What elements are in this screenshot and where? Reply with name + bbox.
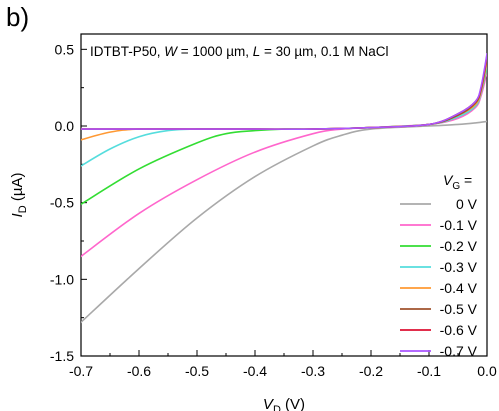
x-tick-label: -0.7 xyxy=(69,363,93,379)
x-axis-ticks: -0.7 -0.6 -0.5 -0.4 -0.3 -0.2 -0.1 0.0 xyxy=(69,350,497,379)
title-device: IDTBT-P50, xyxy=(90,44,164,59)
y-axis-label: ID (µA) xyxy=(9,173,29,218)
title-l-symbol: L xyxy=(253,44,261,59)
series-line-4 xyxy=(81,60,487,141)
y-axis-ticks: 0.5 0.0 -0.5 -1.0 -1.5 xyxy=(50,41,87,364)
x-tick-label: -0.4 xyxy=(243,363,267,379)
x-tick-label: -0.6 xyxy=(127,363,151,379)
series-line-3 xyxy=(81,63,487,167)
series-line-6 xyxy=(81,54,487,130)
legend-label: 0 V xyxy=(456,196,478,212)
y-tick-label: -1.0 xyxy=(50,271,74,287)
series-line-0 xyxy=(81,120,487,324)
x-tick-label: -0.5 xyxy=(185,363,209,379)
legend: VG = 0 V -0.1 V -0.2 V -0.3 V -0.4 V -0.5 V -0… xyxy=(400,172,478,359)
plot-frame xyxy=(80,33,488,357)
series-line-1 xyxy=(81,71,487,258)
series-line-7 xyxy=(81,53,487,130)
series-lines xyxy=(81,53,487,324)
x-tick-label: -0.1 xyxy=(417,363,441,379)
legend-label: -0.3 V xyxy=(440,259,478,275)
legend-label: -0.6 V xyxy=(440,322,478,338)
title-w-value: = 1000 µm, xyxy=(177,44,253,59)
y-tick-label: 0.5 xyxy=(55,41,75,57)
panel-label: b) xyxy=(6,2,30,32)
title-l-value: = 30 µm, 0.1 M NaCl xyxy=(260,44,388,59)
title-w-symbol: W xyxy=(164,44,178,59)
x-tick-label: -0.2 xyxy=(359,363,383,379)
legend-label: -0.1 V xyxy=(440,217,478,233)
legend-label: -0.4 V xyxy=(440,280,478,296)
x-tick-label: 0.0 xyxy=(477,363,497,379)
legend-title: VG = xyxy=(443,172,472,192)
x-axis-label: VD (V) xyxy=(263,396,305,411)
legend-label: -0.2 V xyxy=(440,238,478,254)
x-tick-label: -0.3 xyxy=(301,363,325,379)
series-line-5 xyxy=(81,57,487,130)
legend-label: -0.5 V xyxy=(440,301,478,317)
y-tick-label: -1.5 xyxy=(50,348,74,364)
y-tick-label: -0.5 xyxy=(50,195,74,211)
chart-title: IDTBT-P50, W = 1000 µm, L = 30 µm, 0.1 M… xyxy=(90,44,388,59)
y-tick-label: 0.0 xyxy=(55,118,75,134)
legend-label: -0.7 V xyxy=(440,343,478,359)
